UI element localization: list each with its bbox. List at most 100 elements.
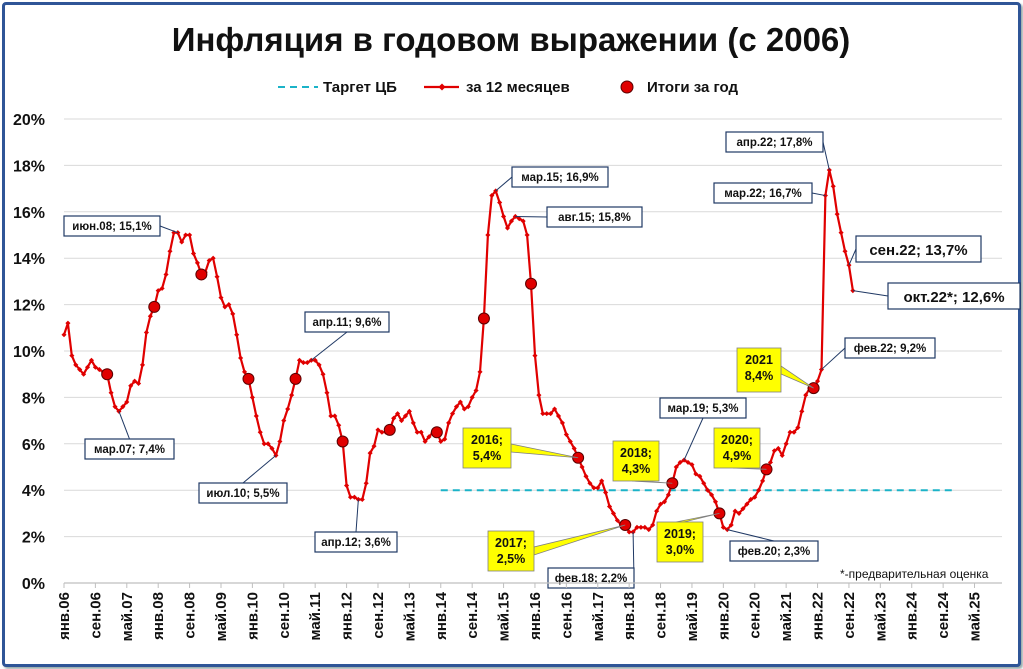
x-tick-label: сен.22 bbox=[841, 592, 858, 639]
series-point bbox=[391, 415, 397, 421]
series-point bbox=[147, 313, 153, 319]
series-point bbox=[473, 387, 479, 393]
series-point bbox=[304, 360, 310, 366]
x-tick-label: янв.20 bbox=[715, 592, 732, 640]
year-callout-label: 8,4% bbox=[745, 369, 774, 383]
x-tick-label: май.25 bbox=[967, 592, 984, 641]
series-point bbox=[214, 274, 220, 280]
series-point bbox=[285, 406, 291, 412]
series-point bbox=[332, 413, 338, 419]
series-point bbox=[410, 420, 416, 426]
series-point bbox=[603, 489, 609, 496]
callout-leader bbox=[159, 225, 178, 234]
series-point bbox=[536, 392, 542, 398]
callout-label: окт.22*; 12,6% bbox=[903, 289, 1004, 306]
x-tick-label: сен.08 bbox=[182, 592, 199, 639]
series-point bbox=[194, 260, 200, 266]
callout-label: июн.08; 15,1% bbox=[72, 221, 151, 233]
series-point bbox=[136, 380, 142, 387]
series-point bbox=[418, 429, 424, 435]
series-point bbox=[665, 492, 671, 498]
callouts-layer: июн.08; 15,1% мар.07; 7,4% апр.11; 9,6% июл… bbox=[63, 131, 1021, 589]
series-point bbox=[563, 431, 569, 438]
callout-label: июл.10; 5,5% bbox=[206, 488, 279, 500]
callout-pointer bbox=[780, 365, 814, 389]
callout-label: мар.22; 16,7% bbox=[724, 188, 801, 200]
series-point bbox=[658, 501, 664, 507]
series-point bbox=[218, 295, 224, 301]
y-tick-label: 16% bbox=[13, 205, 45, 222]
x-tick-label: янв.12 bbox=[339, 592, 356, 640]
year-callout-label: 4,9% bbox=[723, 449, 752, 463]
series-point bbox=[210, 255, 216, 261]
series-point bbox=[614, 517, 620, 523]
y-tick-label: 4% bbox=[22, 483, 45, 500]
series-point bbox=[803, 392, 809, 398]
series-point bbox=[673, 464, 679, 470]
series-point bbox=[736, 510, 742, 516]
callout-box bbox=[198, 482, 288, 504]
series-point bbox=[579, 464, 585, 470]
series-point bbox=[143, 329, 149, 335]
series-point bbox=[336, 422, 342, 428]
callout-box bbox=[729, 540, 819, 562]
series-point bbox=[289, 392, 295, 398]
legend-dot-label: Итоги за год bbox=[647, 79, 739, 96]
series-point bbox=[583, 473, 589, 479]
callout-label: апр.12; 3,6% bbox=[321, 537, 391, 549]
footnote: *-предварительная оценка bbox=[840, 567, 989, 581]
series-point bbox=[426, 434, 432, 440]
legend-series-label: за 12 месяцев bbox=[466, 79, 570, 96]
series-point bbox=[826, 167, 832, 173]
chart-title: Инфляция в годовом выражении (с 2006) bbox=[172, 21, 851, 58]
x-tick-label: май.19 bbox=[684, 592, 701, 641]
x-tick-label: янв.14 bbox=[433, 591, 450, 640]
series-point bbox=[771, 448, 777, 454]
series-point bbox=[834, 211, 840, 217]
series-point bbox=[190, 251, 197, 257]
series-point bbox=[693, 471, 699, 477]
callout-leader bbox=[683, 417, 704, 461]
year-result-dot bbox=[336, 435, 349, 448]
year-callout-box bbox=[462, 427, 512, 469]
x-tick-label: янв.22 bbox=[810, 592, 827, 640]
series-point bbox=[477, 369, 483, 375]
series-point bbox=[88, 357, 95, 363]
callout-label: мар.07; 7,4% bbox=[94, 444, 165, 456]
series-point bbox=[744, 501, 750, 507]
callout-leader bbox=[821, 347, 846, 370]
x-tick-label: янв.08 bbox=[150, 592, 167, 640]
callout-leader bbox=[118, 411, 130, 440]
x-tick-label: сен.16 bbox=[558, 592, 575, 639]
series-point bbox=[587, 480, 593, 486]
x-tick-label: янв.16 bbox=[527, 592, 544, 640]
series-point bbox=[406, 408, 412, 414]
callout-label: мар.19; 5,3% bbox=[668, 403, 739, 415]
x-tick-label: май.23 bbox=[872, 592, 889, 641]
x-tick-label: май.11 bbox=[307, 592, 324, 641]
callout-box bbox=[546, 206, 643, 228]
y-tick-label: 8% bbox=[22, 390, 45, 407]
series-point bbox=[532, 353, 538, 359]
x-tick-label: сен.20 bbox=[747, 592, 764, 639]
series-point bbox=[610, 510, 617, 516]
year-callout-label: 2018; bbox=[620, 446, 652, 460]
series-point bbox=[179, 239, 185, 245]
x-tick-label: май.07 bbox=[119, 592, 136, 641]
series-point bbox=[516, 216, 522, 222]
callout-label: фев.20; 2,3% bbox=[738, 546, 811, 558]
series-point bbox=[167, 248, 173, 254]
year-callout-label: 2016; bbox=[471, 433, 503, 447]
series-point bbox=[422, 438, 428, 445]
callout-pointer bbox=[533, 524, 626, 556]
year-callout-box bbox=[736, 347, 782, 393]
series-point bbox=[646, 527, 652, 533]
series-point bbox=[159, 285, 165, 291]
x-tick-label: сен.06 bbox=[87, 592, 104, 639]
x-tick-label: май.21 bbox=[778, 592, 795, 641]
series-point bbox=[65, 320, 71, 326]
series-point bbox=[281, 418, 287, 424]
series-point bbox=[508, 218, 514, 224]
callout-leader bbox=[811, 192, 826, 197]
series-point bbox=[139, 362, 146, 368]
